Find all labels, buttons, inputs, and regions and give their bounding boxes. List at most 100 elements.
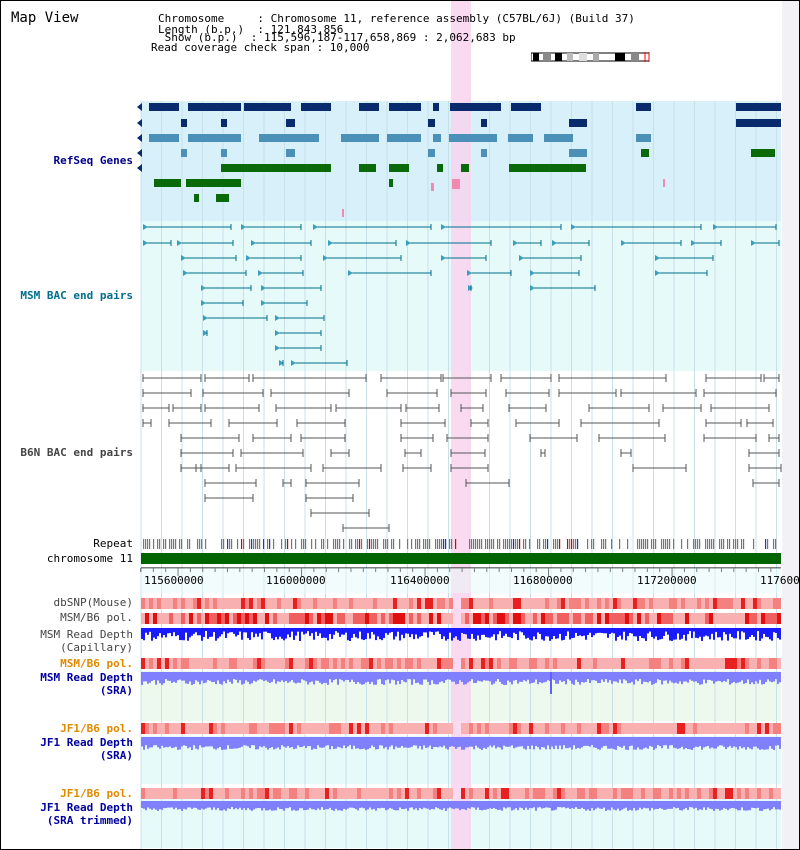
bac-end-marker (751, 240, 756, 246)
read-depth-bar (171, 628, 173, 637)
read-depth-bar (507, 801, 509, 808)
read-depth-bar (197, 737, 199, 750)
snp-density-cell (169, 723, 173, 734)
snp-density-cell (581, 723, 585, 734)
snp-density-cell (165, 788, 169, 799)
repeat-element (601, 539, 603, 549)
scroll-strip[interactable] (782, 1, 799, 849)
read-depth-bar (323, 628, 325, 638)
snp-density-cell (593, 613, 597, 624)
read-depth-bar (285, 801, 287, 809)
snp-density-cell (205, 613, 209, 624)
snp-density-cell (489, 613, 493, 624)
selection-highlight[interactable] (451, 1, 471, 849)
read-depth-bar (141, 737, 143, 747)
read-depth-bar (567, 672, 569, 680)
read-depth-bar (471, 672, 473, 680)
read-depth-bar (727, 628, 729, 641)
read-depth-bar (359, 672, 361, 684)
snp-density-cell (621, 788, 625, 799)
snp-density-cell (285, 613, 289, 624)
snp-density-cell (413, 658, 417, 669)
read-depth-bar (157, 672, 159, 681)
snp-density-cell (545, 613, 549, 624)
read-depth-bar (411, 628, 413, 635)
read-depth-bar (481, 672, 483, 682)
read-depth-bar (243, 672, 245, 684)
repeat-element (645, 539, 647, 549)
read-depth-bar (605, 801, 607, 811)
read-depth-bar (679, 737, 681, 749)
snp-density-cell (685, 723, 689, 734)
snp-density-cell (397, 723, 401, 734)
read-depth-bar (697, 737, 699, 748)
read-depth-bar (307, 737, 309, 747)
read-depth-bar (385, 672, 387, 681)
repeat-element (667, 539, 669, 549)
snp-density-cell (621, 598, 625, 609)
read-depth-bar (661, 801, 663, 809)
snp-density-cell (373, 723, 377, 734)
read-depth-bar (717, 801, 719, 810)
read-depth-bar (473, 672, 475, 683)
read-depth-bar (647, 628, 649, 634)
snp-density-cell (605, 598, 609, 609)
read-depth-bar (541, 801, 543, 809)
read-depth-bar (181, 737, 183, 747)
snp-density-cell (525, 598, 529, 609)
read-depth-bar (683, 737, 685, 750)
snp-density-cell (641, 598, 645, 609)
read-depth-bar (159, 801, 161, 810)
read-depth-bar (147, 737, 149, 749)
snp-density-cell (509, 658, 513, 669)
repeat-element (481, 539, 483, 549)
read-depth-bar (537, 672, 539, 685)
bac-end-marker (275, 330, 280, 336)
read-depth-bar (379, 628, 381, 640)
read-depth-bar (329, 737, 331, 750)
snp-density-cell (377, 723, 381, 734)
snp-density-cell (325, 723, 329, 734)
msm-bac-pairs[interactable] (143, 224, 780, 366)
snp-density-cell (357, 788, 361, 799)
gene-block (259, 134, 319, 142)
repeat-element (201, 539, 203, 549)
snp-density-cell (681, 613, 685, 624)
read-depth-bar (747, 737, 749, 748)
read-depth-bar (727, 672, 729, 680)
read-depth-bar (429, 737, 431, 746)
snp-density-cell (485, 598, 489, 609)
read-depth-bar (443, 628, 445, 637)
snp-density-cell (525, 723, 529, 734)
read-depth-bar (169, 801, 171, 808)
read-depth-bar (275, 801, 277, 811)
read-depth-bar (375, 737, 377, 750)
repeat-element (557, 539, 559, 549)
snp-density-cell (145, 788, 149, 799)
read-depth-bar (627, 801, 629, 811)
snp-density-cell (265, 658, 269, 669)
read-depth-bar (245, 801, 247, 811)
read-depth-bar (327, 801, 329, 810)
snp-density-cell (269, 613, 273, 624)
read-depth-bar (585, 801, 587, 811)
snp-density-cell (341, 658, 345, 669)
b6n-bac-pairs[interactable] (142, 374, 782, 532)
read-depth-bar (359, 801, 361, 808)
read-depth-bar (201, 801, 203, 809)
snp-density-cell (329, 598, 333, 609)
snp-density-cell (161, 788, 165, 799)
snp-density-cell (317, 598, 321, 609)
repeat-element (529, 539, 531, 549)
chromosome-ideogram[interactable] (531, 52, 651, 62)
snp-density-cell (325, 598, 329, 609)
read-depth-bar (659, 628, 661, 640)
read-depth-bar (221, 628, 223, 635)
snp-density-cell (241, 598, 245, 609)
refseq-gene-models[interactable] (137, 103, 781, 217)
read-depth-bar (177, 737, 179, 750)
read-depth-bar (377, 628, 379, 637)
read-depth-bar (343, 672, 345, 682)
repeat-element (249, 539, 251, 549)
